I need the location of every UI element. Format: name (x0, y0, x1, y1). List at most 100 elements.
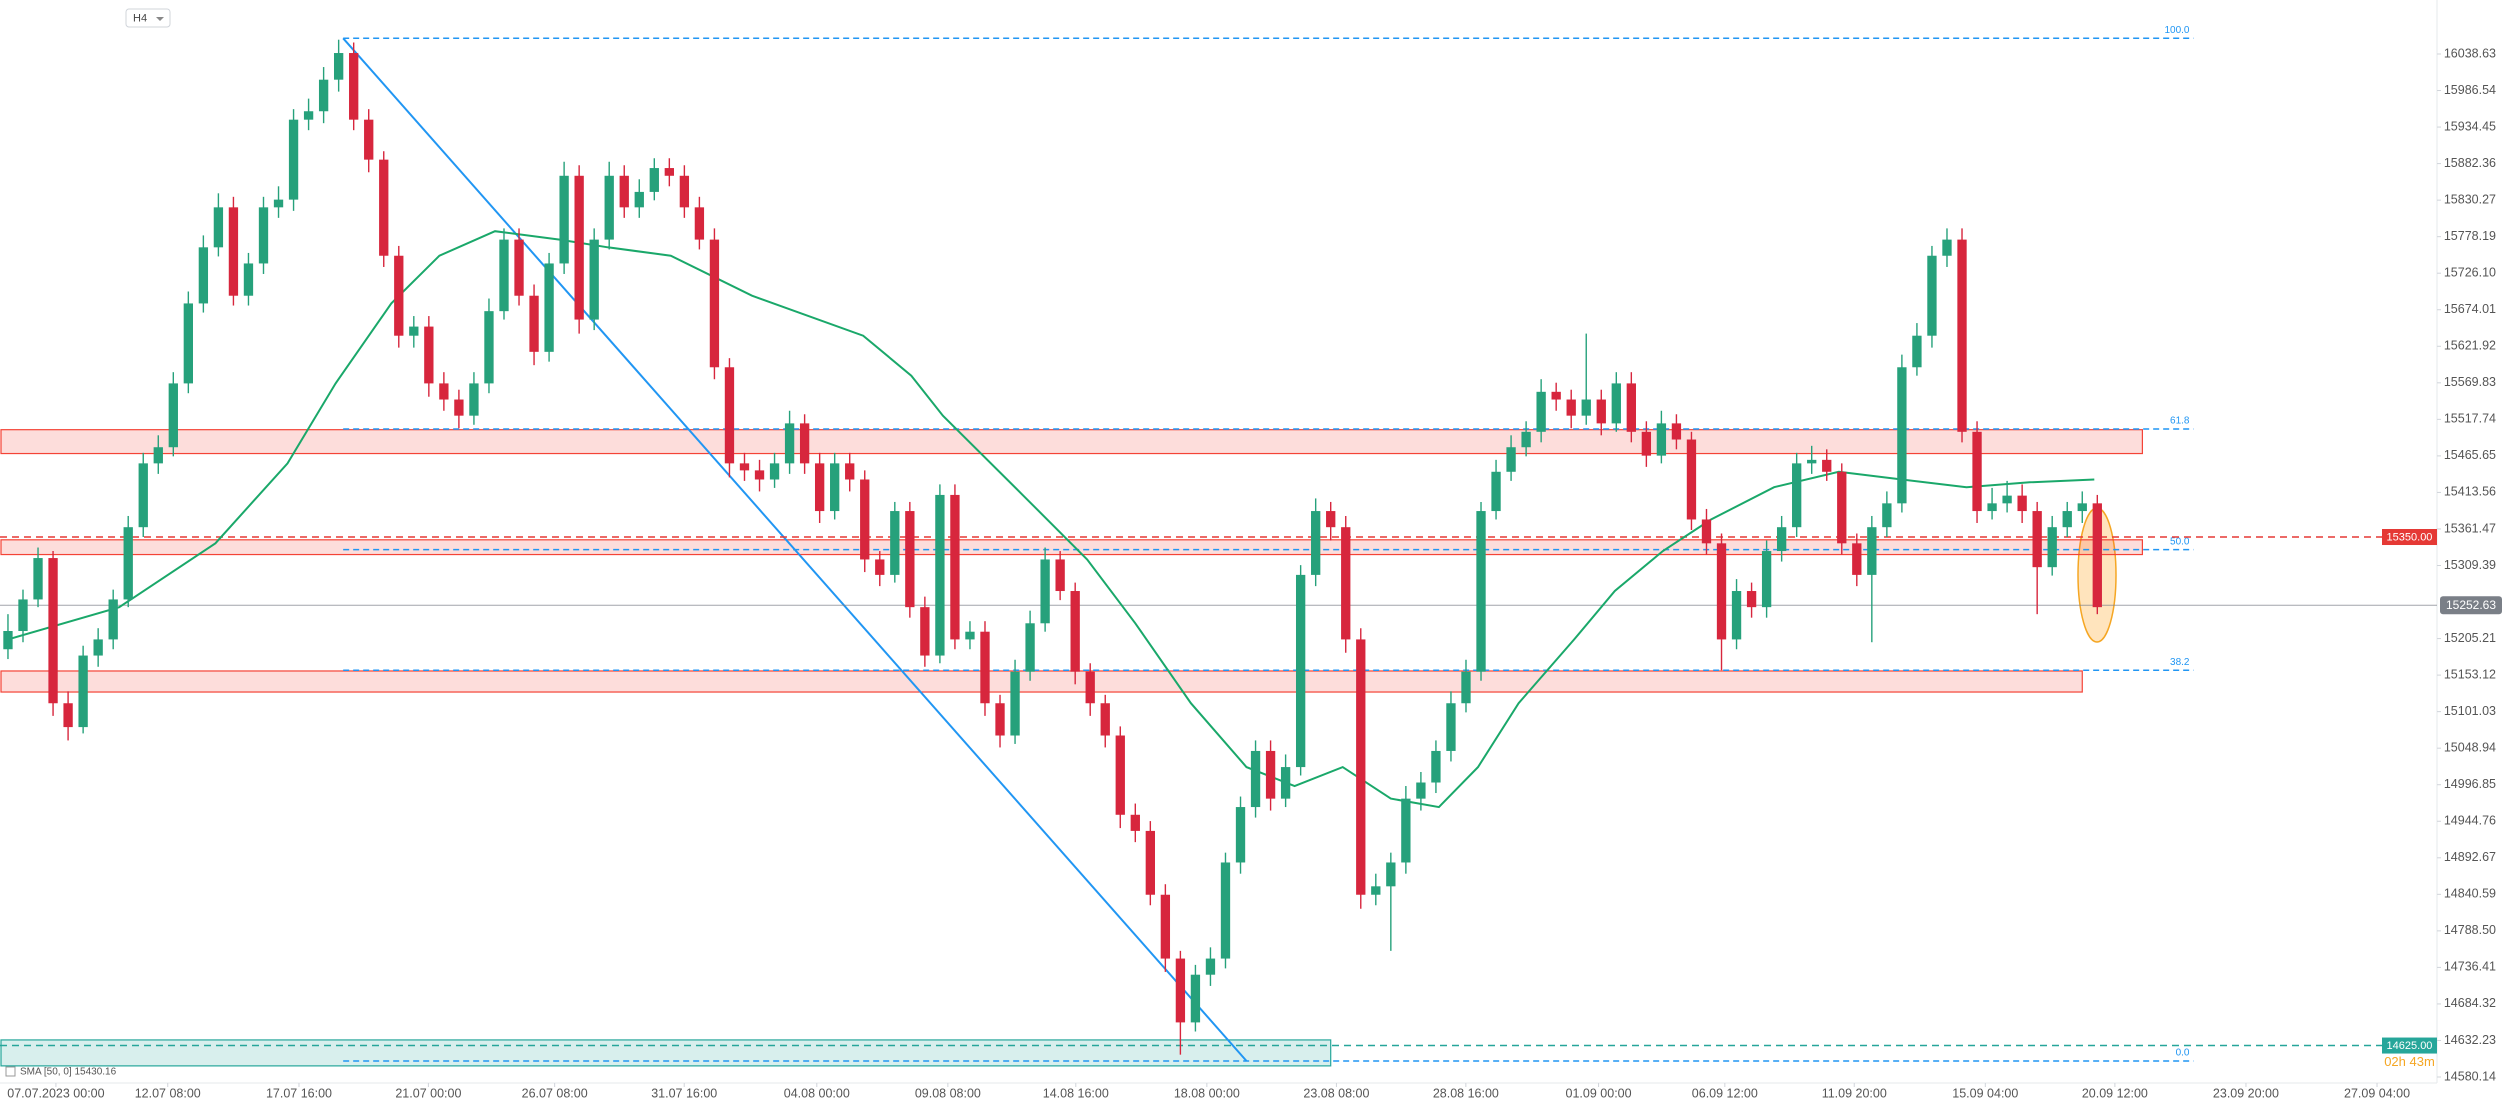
candle-body (1115, 735, 1125, 815)
candle-body (484, 311, 494, 384)
candle-body (1371, 886, 1381, 895)
candle-body (243, 263, 254, 296)
candle-body (965, 631, 975, 640)
candle-body (1852, 543, 1862, 575)
candle-body (138, 463, 148, 528)
x-tick-label: 26.07 08:00 (522, 1086, 588, 1100)
candle-body (469, 383, 479, 416)
candle-body (1416, 782, 1426, 799)
y-tick-label: 14736.41 (2444, 960, 2496, 974)
candle-body (424, 326, 434, 384)
y-tick-label: 15153.12 (2444, 667, 2496, 681)
fib-level-label: 61.8 (2170, 416, 2190, 427)
candle-body (890, 511, 900, 575)
candle-body (1822, 459, 1832, 472)
candle-body (830, 463, 840, 512)
candle-body (1716, 543, 1727, 640)
candle-body (604, 175, 614, 240)
candle-body (664, 168, 674, 176)
y-tick-label: 14892.67 (2444, 850, 2496, 864)
candle-body (724, 367, 735, 464)
candle-body (1205, 958, 1216, 975)
candle-body (1776, 527, 1787, 552)
fib-level-label: 50.0 (2170, 536, 2190, 547)
timeframe-select[interactable] (125, 8, 171, 28)
candle-body (1010, 671, 1020, 736)
candle-body (1566, 399, 1576, 416)
candle-body (1431, 750, 1441, 783)
y-tick-label: 16038.63 (2444, 46, 2496, 60)
x-tick-label: 04.08 00:00 (784, 1086, 850, 1100)
x-tick-label: 11.09 20:00 (1822, 1086, 1887, 1100)
candle-body (1761, 551, 1772, 608)
y-tick-label: 15934.45 (2444, 119, 2496, 133)
candle-body (980, 631, 990, 704)
candle-body (1521, 431, 1531, 448)
candle-body (1311, 511, 1321, 575)
candle-body (1341, 527, 1351, 640)
y-tick-label: 14996.85 (2444, 777, 2496, 791)
candle-body (1927, 255, 1937, 336)
candle-body (213, 207, 224, 248)
indicator-label: SMA [50, 0] 15430.16 (20, 1067, 117, 1078)
candle-body (920, 607, 930, 656)
candle-body (1972, 431, 1982, 512)
candle-body (1130, 814, 1140, 831)
candle-body (814, 463, 825, 512)
candle-body (1025, 623, 1035, 672)
price-line-label: 14625.00 (2387, 1040, 2433, 1052)
candle-body (333, 53, 344, 80)
candle-body (1055, 559, 1065, 592)
y-tick-label: 15205.21 (2444, 631, 2496, 645)
candle-body (93, 639, 103, 656)
legend-icon[interactable] (5, 1066, 16, 1077)
sma-line (7, 230, 2095, 809)
candle-body (273, 199, 284, 208)
y-tick-label: 14580.14 (2444, 1069, 2496, 1083)
candle-body (18, 599, 28, 632)
fib-level-label: 0.0 (2176, 1048, 2190, 1059)
candle-body (574, 175, 584, 320)
price-line-label: 15350.00 (2387, 531, 2433, 543)
price-zone (0, 539, 2143, 556)
candle-body (799, 423, 810, 464)
candle-body (1581, 399, 1591, 416)
candle-body (1987, 503, 1997, 512)
candle-body (1536, 391, 1546, 432)
timeframe-label[interactable]: H4 (133, 12, 147, 24)
candle-body (1807, 459, 1817, 464)
candle-body (183, 303, 193, 384)
price-line-badge (2382, 1037, 2437, 1054)
candle-body (1611, 383, 1621, 424)
zones-layer (0, 429, 2143, 1067)
candle-body (1280, 767, 1291, 799)
candle-body (48, 558, 58, 704)
x-tick-label: 15.09 04:00 (1952, 1086, 2018, 1100)
indicator-legend: SMA [50, 0] 15430.16 (5, 1066, 117, 1078)
candle-body (1070, 591, 1080, 672)
candle-body (2077, 503, 2087, 512)
x-tick-label: 09.08 08:00 (915, 1086, 981, 1100)
candle-body (619, 175, 629, 208)
y-tick-label: 15048.94 (2444, 740, 2496, 754)
x-tick-label: 18.08 00:00 (1174, 1086, 1240, 1100)
y-tick-label: 15517.74 (2444, 412, 2496, 426)
candle-body (1897, 367, 1907, 504)
dropdown-arrow (156, 17, 164, 21)
candle-body (784, 423, 795, 464)
candle-body (1356, 639, 1366, 895)
last-price-badge (2440, 596, 2502, 615)
y-tick-label: 15413.56 (2444, 485, 2496, 499)
candle-body (1220, 862, 1231, 959)
candle-body (1446, 703, 1456, 751)
y-tick-label: 15674.01 (2444, 302, 2496, 316)
candle-body (995, 703, 1005, 736)
candle-body (153, 447, 163, 464)
candle-body (2002, 495, 2012, 504)
x-tick-label: 28.08 16:00 (1433, 1086, 1499, 1100)
y-tick-label: 15309.39 (2444, 558, 2496, 572)
candle-body (364, 119, 374, 160)
candle-body (559, 175, 569, 264)
x-tick-label: 01.09 00:00 (1566, 1086, 1632, 1100)
y-tick-label: 15830.27 (2444, 192, 2496, 206)
